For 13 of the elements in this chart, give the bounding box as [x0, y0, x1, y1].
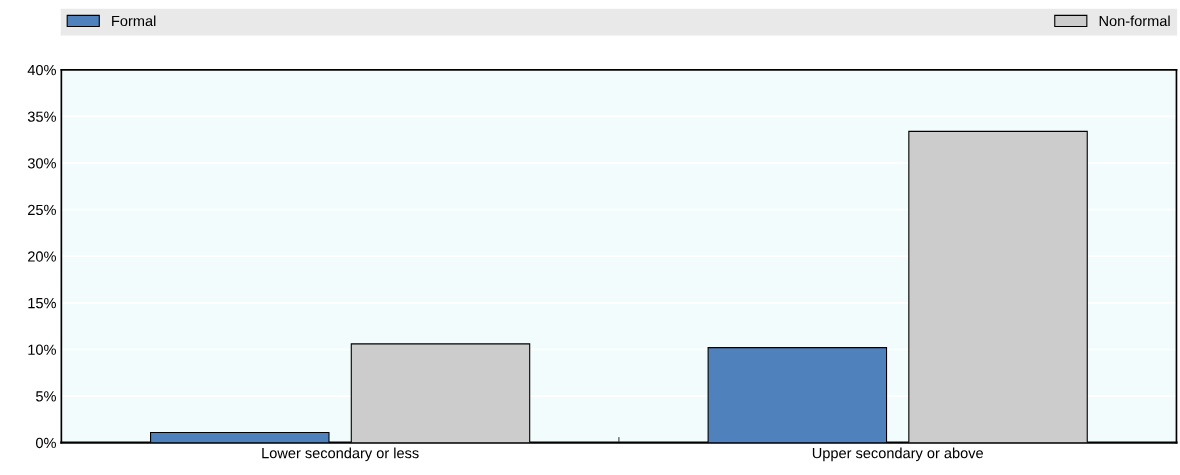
y-tick-label: 15%	[28, 298, 56, 309]
y-tick-label: 30%	[27, 158, 56, 169]
y-tick-label: 35%	[27, 111, 56, 122]
y-tick-label: 20%	[28, 251, 56, 262]
legend-label: Non-formal	[1099, 15, 1170, 27]
y-tick-label: 5%	[36, 391, 56, 402]
y-tick-label: 25%	[28, 204, 56, 216]
y-tick-label: 40%	[27, 64, 56, 76]
x-tick-label: Lower secondary or less	[262, 447, 419, 462]
y-tick-label: 10%	[28, 344, 56, 355]
y-tick-label: 0%	[35, 437, 56, 449]
legend-label: Formal	[112, 15, 156, 27]
x-tick-label: Upper secondary or above	[812, 447, 983, 462]
